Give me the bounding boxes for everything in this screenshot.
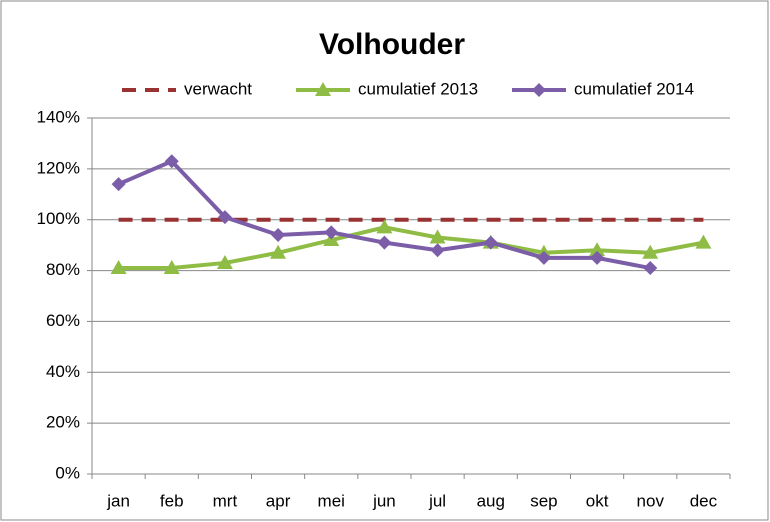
x-tick-label: mrt [213,491,238,510]
series-line [118,225,704,271]
x-tick-label: jul [428,491,446,510]
point-marker [483,235,498,250]
point-marker [377,235,392,250]
point-marker [643,261,658,276]
x-tick-label: mei [318,491,345,510]
x-tick-label: apr [266,491,291,510]
point-marker [536,250,551,265]
legend-label: verwacht [184,79,252,98]
point-marker [163,260,180,275]
point-marker [642,244,659,259]
point-marker [111,177,126,192]
x-tick-label: dec [690,491,718,510]
point-marker [271,227,286,242]
point-marker [270,244,287,259]
point-marker [430,243,445,258]
y-tick-label: 40% [46,362,80,381]
y-tick-label: 80% [46,260,80,279]
point-marker [590,250,605,265]
legend-label: cumulatief 2014 [574,79,694,98]
x-tick-label: sep [530,491,557,510]
point-marker [532,83,546,97]
point-marker [376,219,393,234]
x-tick-label: aug [477,491,505,510]
x-tick-label: jan [106,491,130,510]
point-marker [324,225,339,240]
y-tick-label: 20% [46,413,80,432]
x-tick-label: jun [372,491,396,510]
x-tick-label: feb [160,491,184,510]
x-tick-label: nov [637,491,665,510]
point-marker [217,210,232,225]
point-marker [429,229,446,244]
point-marker [315,82,331,96]
point-marker [164,154,179,169]
point-marker [216,254,233,269]
y-tick-label: 140% [37,107,80,126]
point-marker [589,242,606,257]
y-tick-label: 0% [55,463,80,482]
y-tick-label: 120% [37,158,80,177]
point-marker [110,260,127,275]
point-marker [695,234,712,249]
y-tick-label: 60% [46,311,80,330]
y-tick-label: 100% [37,209,80,228]
x-tick-label: okt [586,491,609,510]
chart-title: Volhouder [319,28,465,61]
legend-label: cumulatief 2013 [358,79,478,98]
